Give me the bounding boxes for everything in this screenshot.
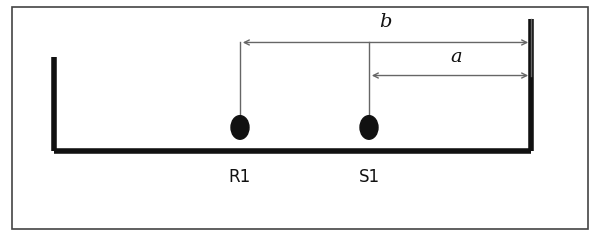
Text: b: b <box>379 13 392 31</box>
Text: S1: S1 <box>358 168 380 185</box>
Ellipse shape <box>360 116 378 139</box>
Ellipse shape <box>231 116 249 139</box>
Text: a: a <box>450 48 462 66</box>
Text: R1: R1 <box>229 168 251 185</box>
